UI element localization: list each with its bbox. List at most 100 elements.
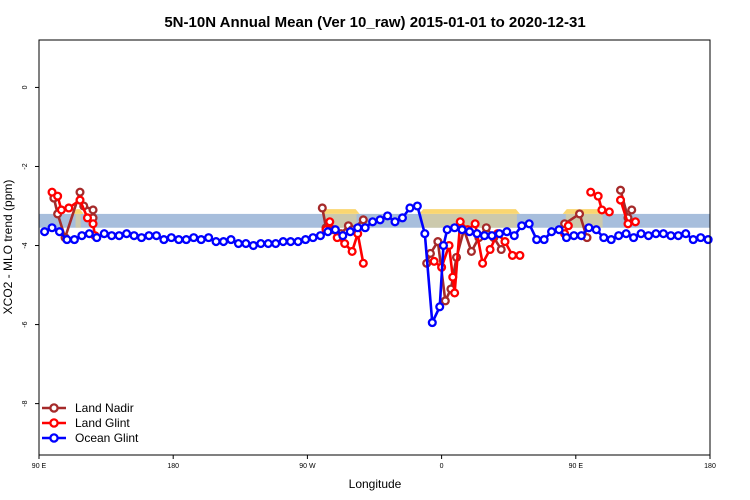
land-glint-point bbox=[623, 219, 633, 229]
ocean-glint-point bbox=[420, 229, 430, 239]
x-tick-label: 180 bbox=[704, 463, 716, 470]
ocean-glint-point bbox=[465, 227, 475, 237]
ocean-glint-point bbox=[673, 231, 683, 241]
ocean-glint-point bbox=[561, 233, 572, 243]
land-glint-point bbox=[88, 219, 98, 229]
land-nadir-point bbox=[425, 248, 435, 258]
ocean-glint-point bbox=[554, 225, 564, 235]
ocean-glint-point bbox=[181, 235, 191, 245]
land-glint-point bbox=[325, 217, 335, 227]
ocean-glint-point bbox=[174, 235, 184, 245]
ocean-glint-point bbox=[129, 231, 139, 241]
ocean-glint-point bbox=[300, 235, 311, 245]
ocean-glint-point bbox=[658, 229, 668, 239]
x-tick-label: 180 bbox=[167, 463, 179, 470]
land-nadir-point bbox=[574, 209, 585, 219]
ocean-glint-point bbox=[151, 231, 161, 241]
ocean-glint-point bbox=[547, 227, 557, 237]
x-axis: 90 E 180 90 W 0 90 E 180 bbox=[32, 455, 716, 470]
land-glint-point bbox=[75, 195, 85, 205]
plot-frame bbox=[38, 39, 711, 456]
ocean-glint-point bbox=[77, 231, 87, 241]
ocean-glint-point bbox=[159, 235, 169, 245]
ocean-glint-point bbox=[122, 229, 132, 239]
y-axis-label: XCO2 - MLO trend (ppm) bbox=[1, 180, 15, 315]
series-ocean-glint bbox=[40, 201, 713, 328]
ocean-glint-point bbox=[256, 238, 266, 249]
land-glint-point bbox=[56, 205, 66, 215]
ocean-glint-point bbox=[241, 238, 251, 249]
ocean-glint-point bbox=[360, 223, 370, 233]
land-nadir-point bbox=[615, 185, 626, 195]
land-glint-point bbox=[340, 238, 350, 249]
ocean-glint-point bbox=[62, 235, 72, 245]
ocean-glint-point bbox=[233, 238, 243, 249]
ocean-glint-point bbox=[405, 203, 415, 213]
ocean-glint-point bbox=[614, 231, 624, 241]
ocean-glint-point bbox=[114, 231, 124, 241]
land-nadir-point bbox=[317, 203, 327, 213]
ocean-glint-point bbox=[435, 302, 445, 312]
y-tick-label: 0 bbox=[22, 85, 29, 89]
ocean-glint-point bbox=[427, 318, 437, 328]
ocean-glint-point bbox=[479, 231, 490, 241]
ocean-glint-point bbox=[92, 233, 102, 243]
legend-marker bbox=[49, 403, 59, 413]
land-mask-top-0 bbox=[72, 209, 84, 214]
land-glint-point bbox=[485, 244, 495, 255]
ocean-glint-point bbox=[345, 227, 355, 237]
land-nadir-point bbox=[88, 205, 98, 215]
land-glint-point bbox=[507, 250, 517, 260]
land-glint-point bbox=[500, 237, 510, 247]
ocean-glint-point bbox=[271, 238, 281, 249]
ocean-glint-point bbox=[606, 235, 616, 245]
land-glint-point bbox=[586, 187, 596, 197]
ocean-glint-point bbox=[248, 240, 258, 251]
ocean-glint-point bbox=[263, 238, 273, 249]
ocean-glint-point bbox=[315, 231, 325, 241]
ocean-glint-point bbox=[144, 231, 154, 241]
land-mask-top-1 bbox=[322, 209, 360, 214]
ocean-glint-point bbox=[323, 227, 333, 237]
land-glint-point bbox=[615, 195, 626, 205]
ocean-glint-point bbox=[211, 237, 221, 247]
ocean-glint-point bbox=[643, 231, 654, 241]
land-glint-point bbox=[604, 207, 614, 217]
land-mask-2 bbox=[422, 213, 517, 228]
land-nadir-point bbox=[466, 246, 476, 257]
ocean-glint-point bbox=[539, 235, 549, 245]
x-tick-label: 90 E bbox=[569, 463, 584, 470]
land-glint-point bbox=[478, 258, 488, 268]
ocean-glint-point bbox=[308, 233, 318, 243]
land-glint-point bbox=[470, 219, 480, 229]
ocean-glint-point bbox=[629, 233, 639, 243]
land-glint-point bbox=[630, 217, 640, 227]
legend-label: Land Nadir bbox=[75, 401, 134, 415]
land-glint-point bbox=[358, 258, 368, 268]
ocean-glint-point bbox=[99, 229, 109, 239]
x-tick-label: 90 E bbox=[32, 463, 47, 470]
ocean-glint-point bbox=[40, 227, 50, 237]
ocean-glint-point bbox=[330, 225, 340, 235]
land-glint-point bbox=[429, 256, 439, 266]
y-tick-label: -2 bbox=[22, 163, 29, 169]
ocean-glint-point bbox=[666, 231, 676, 241]
land-glint-point bbox=[347, 246, 357, 257]
y-tick-label: -6 bbox=[22, 321, 29, 327]
ocean-glint-point bbox=[375, 215, 385, 225]
x-tick-label: 90 W bbox=[299, 463, 316, 470]
ocean-glint-point bbox=[524, 219, 534, 229]
ocean-glint-point bbox=[696, 233, 706, 243]
ocean-glint-point bbox=[397, 213, 408, 223]
ocean-glint-point bbox=[226, 235, 236, 245]
ocean-glint-point bbox=[286, 237, 296, 247]
ocean-glint-point bbox=[412, 201, 422, 211]
ocean-glint-point bbox=[390, 217, 400, 227]
ocean-glint-point bbox=[278, 237, 288, 247]
ocean-glint-point bbox=[136, 233, 147, 243]
legend-marker bbox=[49, 433, 59, 443]
ocean-glint-point bbox=[204, 233, 214, 243]
ocean-glint-point bbox=[382, 211, 393, 221]
chart-title: 5N-10N Annual Mean (Ver 10_raw) 2015-01-… bbox=[164, 14, 585, 31]
